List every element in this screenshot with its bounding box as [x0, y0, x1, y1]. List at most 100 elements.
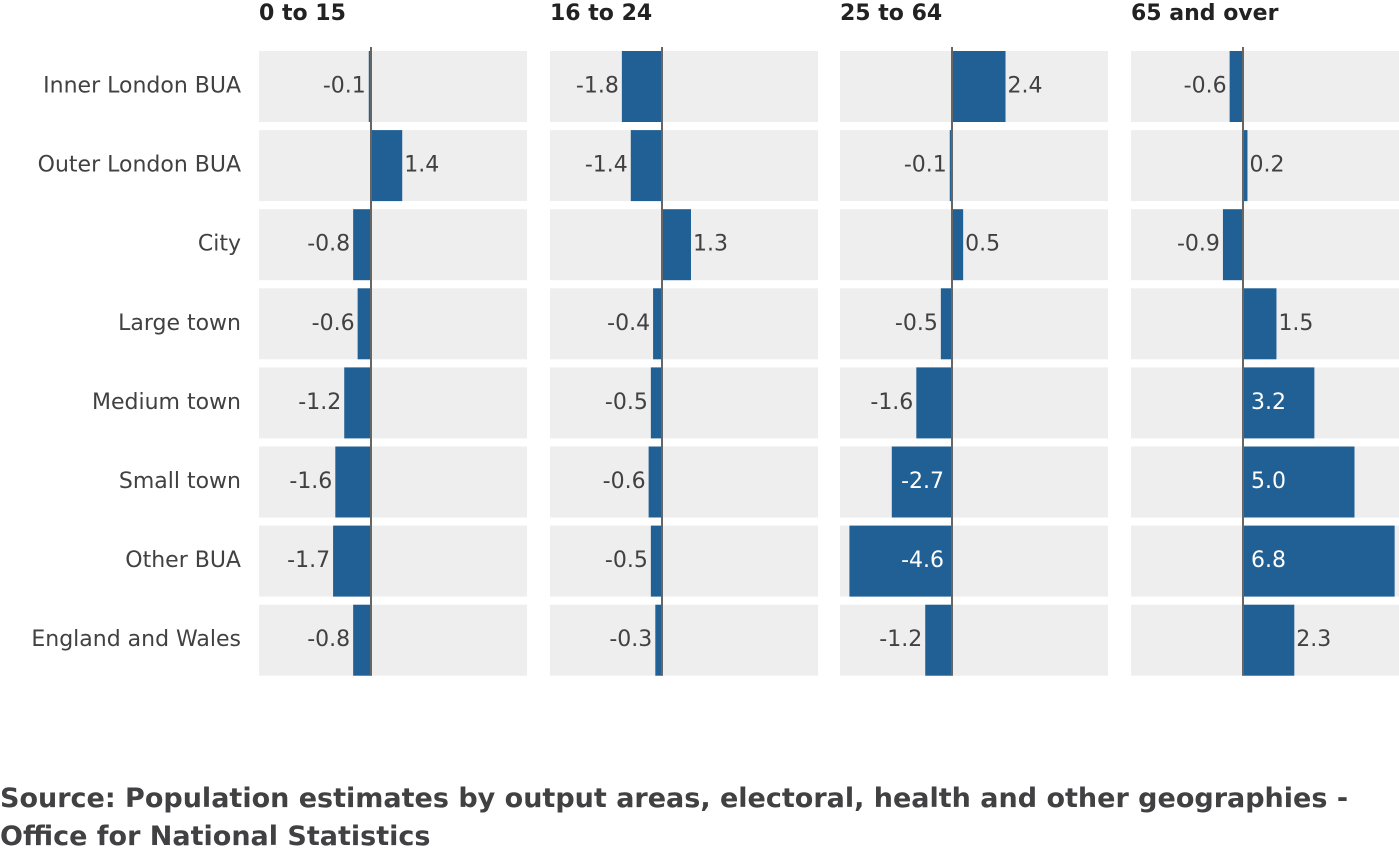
bar-65-and-over-medium-town: [1243, 367, 1315, 439]
bar-65-and-over-other-bua: [1243, 525, 1395, 597]
panel-background: [840, 288, 1108, 360]
bar-25-to-64-inner-london-bua: [952, 51, 1006, 122]
bar-25-to-64-england-and-wales: [925, 604, 952, 676]
value-label: -0.8: [307, 232, 350, 257]
bar-65-and-over-small-town: [1243, 446, 1355, 518]
value-label: -1.2: [298, 390, 341, 415]
bar-0-to-15-england-and-wales: [353, 604, 371, 676]
bar-25-to-64-medium-town: [916, 367, 952, 439]
value-label: -2.7: [901, 469, 944, 494]
bar-25-to-64-city: [952, 209, 964, 281]
value-label: -0.6: [603, 469, 646, 494]
panel-background: [1131, 51, 1399, 122]
bar-16-to-24-inner-london-bua: [621, 51, 662, 122]
bar-65-and-over-outer-london-bua: [1243, 130, 1248, 202]
category-label-large-town: Large town: [118, 311, 241, 336]
faceted-bar-chart: Inner London BUA Outer London BUA City Larg…: [31, 1, 1399, 676]
bar-25-to-64-other-bua: [849, 525, 952, 597]
category-label-inner-london-bua: Inner London BUA: [43, 74, 241, 99]
value-label: 2.4: [1008, 74, 1043, 99]
value-label: -0.5: [605, 390, 648, 415]
bar-65-and-over-england-and-wales: [1243, 604, 1295, 676]
bar-16-to-24-city: [662, 209, 691, 281]
facet-title-65-and-over: 65 and over: [1131, 1, 1279, 26]
panel-background: [259, 51, 527, 122]
panel-background: [550, 367, 818, 439]
panel-background: [550, 130, 818, 202]
value-label: -0.6: [312, 311, 355, 336]
bar-0-to-15-small-town: [335, 446, 371, 518]
value-label: -1.2: [879, 627, 922, 652]
panel-background: [550, 446, 818, 518]
value-label: 6.8: [1251, 548, 1286, 573]
bar-16-to-24-outer-london-bua: [630, 130, 662, 202]
value-label: -1.8: [576, 74, 619, 99]
value-label: 1.3: [693, 232, 728, 257]
panel-background: [840, 446, 1108, 518]
panel-background: [840, 367, 1108, 439]
bar-16-to-24-small-town: [648, 446, 662, 518]
panel-background: [550, 288, 818, 360]
category-label-other-bua: Other BUA: [125, 548, 241, 573]
bar-25-to-64-small-town: [891, 446, 952, 518]
value-label: -0.6: [1184, 74, 1227, 99]
bar-0-to-15-large-town: [357, 288, 371, 360]
value-label: 3.2: [1251, 390, 1286, 415]
value-label: 1.5: [1278, 311, 1313, 336]
value-label: 0.5: [965, 232, 1000, 257]
facet-title-16-to-24: 16 to 24: [550, 1, 652, 26]
category-label-city: City: [198, 232, 241, 257]
category-label-small-town: Small town: [119, 469, 241, 494]
value-label: -0.8: [307, 627, 350, 652]
panel-background: [1131, 130, 1399, 202]
value-label: -1.7: [287, 548, 330, 573]
bar-0-to-15-city: [353, 209, 371, 281]
panel-background: [550, 604, 818, 676]
value-label: -1.4: [585, 153, 628, 178]
value-label: -4.6: [901, 548, 944, 573]
panel-background: [550, 525, 818, 597]
value-label: -0.1: [904, 153, 947, 178]
panel-background: [840, 209, 1108, 281]
panel-background: [1131, 209, 1399, 281]
category-label-outer-london-bua: Outer London BUA: [38, 153, 241, 178]
bar-16-to-24-medium-town: [650, 367, 662, 439]
panel-background: [550, 51, 818, 122]
bar-0-to-15-outer-london-bua: [371, 130, 403, 202]
category-label-england-and-wales: England and Wales: [31, 627, 241, 652]
value-label: 2.3: [1296, 627, 1331, 652]
bar-65-and-over-large-town: [1243, 288, 1277, 360]
panel-background: [259, 367, 527, 439]
panel-background: [840, 130, 1108, 202]
panel-background: [259, 604, 527, 676]
bar-65-and-over-city: [1222, 209, 1243, 281]
facet-title-25-to-64: 25 to 64: [840, 1, 942, 26]
bar-16-to-24-other-bua: [650, 525, 662, 597]
value-label: -0.9: [1177, 232, 1220, 257]
panel-background: [259, 209, 527, 281]
bar-65-and-over-inner-london-bua: [1229, 51, 1243, 122]
value-label: -0.3: [609, 627, 652, 652]
value-label: 5.0: [1251, 469, 1286, 494]
bar-16-to-24-large-town: [653, 288, 662, 360]
value-label: -1.6: [870, 390, 913, 415]
panel-background: [840, 604, 1108, 676]
value-label: -1.6: [289, 469, 332, 494]
bar-25-to-64-outer-london-bua: [949, 130, 952, 202]
facet-title-0-to-15: 0 to 15: [259, 1, 346, 26]
value-label: -0.1: [323, 74, 366, 99]
value-label: -0.4: [607, 311, 650, 336]
bar-0-to-15-medium-town: [344, 367, 371, 439]
value-label: 1.4: [404, 153, 439, 178]
bar-25-to-64-large-town: [940, 288, 952, 360]
panel-background: [259, 446, 527, 518]
bar-16-to-24-england-and-wales: [655, 604, 662, 676]
value-label: -0.5: [895, 311, 938, 336]
panel-background: [259, 288, 527, 360]
value-label: 0.2: [1249, 153, 1284, 178]
category-label-medium-town: Medium town: [92, 390, 241, 415]
bar-0-to-15-other-bua: [333, 525, 371, 597]
panel-background: [259, 525, 527, 597]
source-note: Source: Population estimates by output a…: [0, 783, 1349, 852]
bar-0-to-15-inner-london-bua: [368, 51, 371, 122]
